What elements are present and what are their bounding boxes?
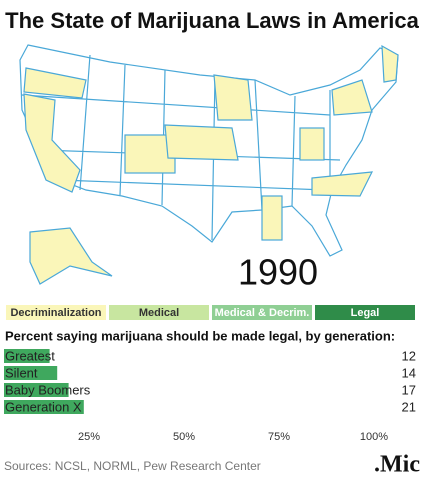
bar bbox=[4, 383, 69, 397]
bar bbox=[4, 349, 50, 363]
x-tick-label: 75% bbox=[268, 431, 290, 443]
legend-label: Legal bbox=[351, 307, 380, 319]
bar-chart: Greatest 12 Silent 14 Baby Boomers 17 Generati… bbox=[4, 348, 416, 443]
category-label: Baby Boomers bbox=[5, 382, 91, 397]
x-tick-label: 100% bbox=[360, 431, 388, 443]
title: The State of Marijuana Laws in America bbox=[5, 8, 419, 33]
legend-swatch bbox=[6, 305, 106, 320]
value-label: 14 bbox=[402, 365, 416, 380]
bar bbox=[4, 366, 58, 380]
legend-label: Decriminalization bbox=[10, 307, 101, 319]
category-label: Greatest bbox=[5, 348, 55, 363]
category-label: Generation X bbox=[5, 399, 82, 414]
us-map bbox=[19, 44, 399, 285]
x-tick-label: 25% bbox=[78, 431, 100, 443]
year: 1990 bbox=[238, 252, 318, 293]
category-label: Silent bbox=[5, 365, 38, 380]
value-label: 12 bbox=[402, 348, 416, 363]
decriminalization-states bbox=[23, 44, 399, 285]
bar bbox=[4, 400, 84, 414]
value-label: 17 bbox=[402, 382, 416, 397]
logo: .Mic bbox=[374, 452, 420, 478]
legend: Decriminalization Medical Medical & Decrim… bbox=[6, 305, 415, 320]
legend-label: Medical & Decrim. bbox=[215, 307, 310, 319]
legend-swatch bbox=[109, 305, 209, 320]
value-label: 21 bbox=[402, 399, 416, 414]
source: Sources: NCSL, NORML, Pew Research Cente… bbox=[4, 459, 261, 473]
chart-title: Percent saying marijuana should be made … bbox=[5, 328, 395, 343]
legend-swatch bbox=[212, 305, 312, 320]
legend-swatch bbox=[315, 305, 415, 320]
legend-label: Medical bbox=[139, 307, 179, 319]
x-tick-label: 50% bbox=[173, 431, 195, 443]
